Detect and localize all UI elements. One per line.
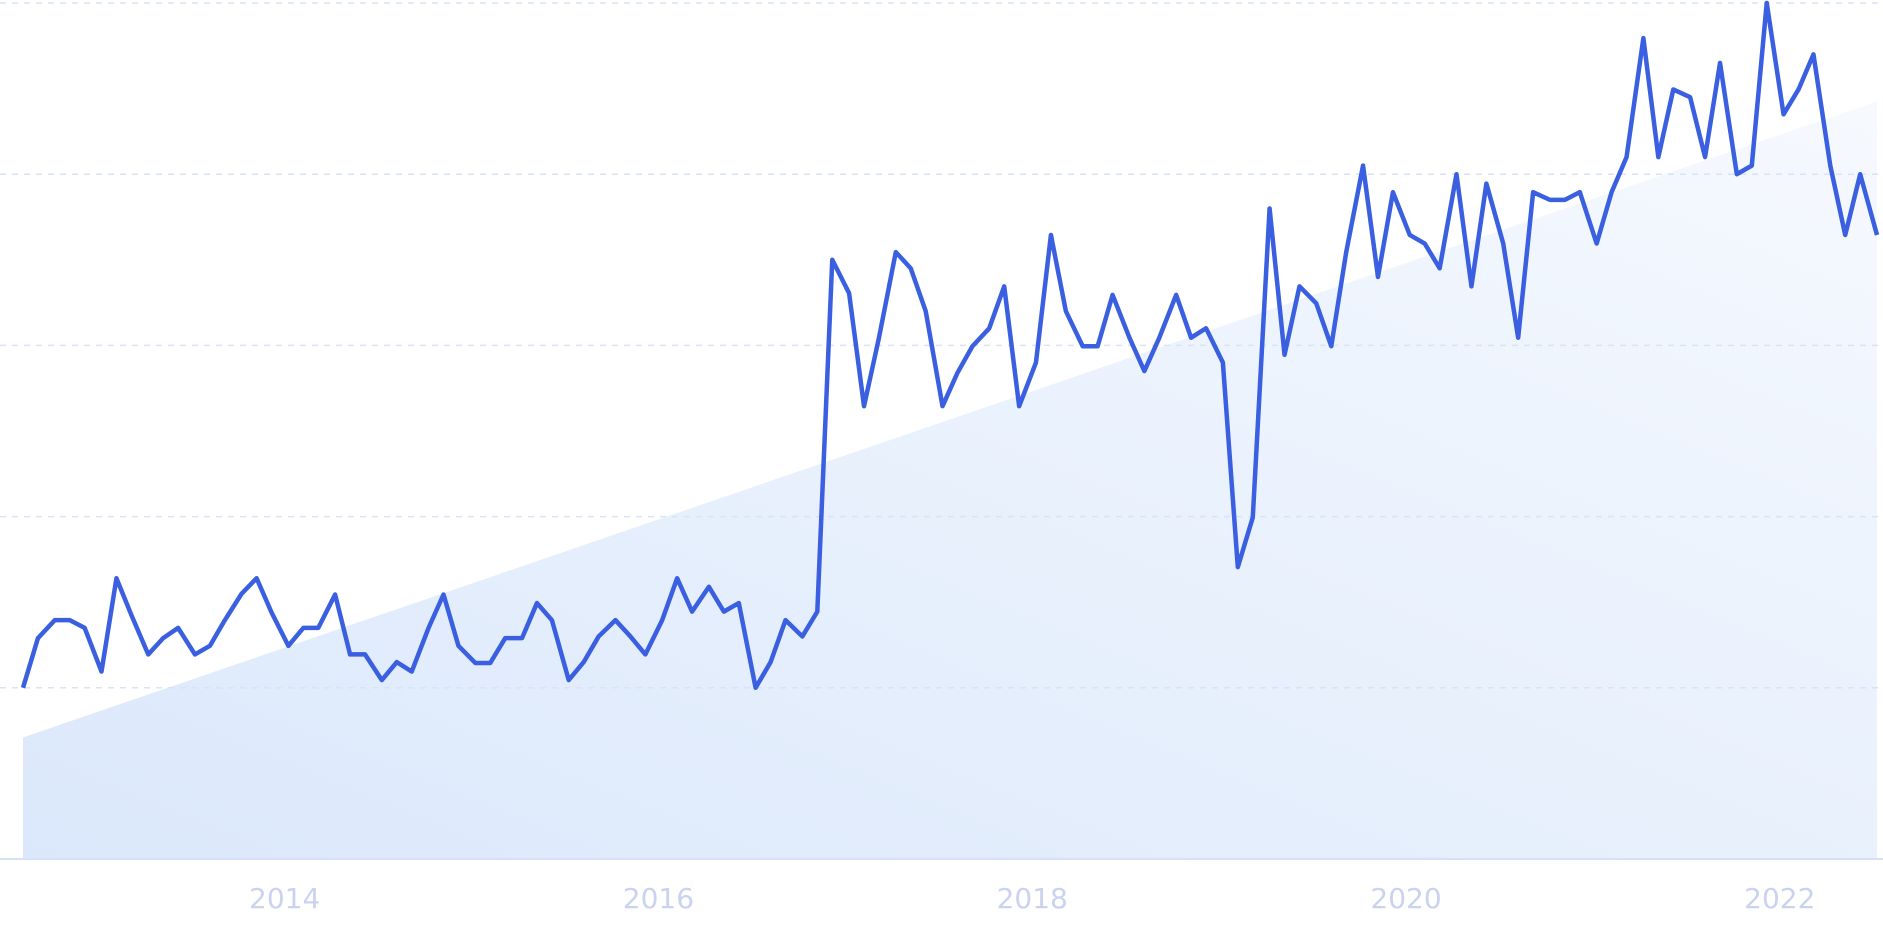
- trend-area: [23, 101, 1877, 859]
- x-tick-label: 2020: [1370, 882, 1441, 915]
- x-tick-label: 2014: [249, 882, 320, 915]
- x-tick-label: 2022: [1744, 882, 1815, 915]
- x-tick-label: 2018: [997, 882, 1068, 915]
- line: [20, 0, 1880, 691]
- x-tick-label: 2016: [623, 882, 694, 915]
